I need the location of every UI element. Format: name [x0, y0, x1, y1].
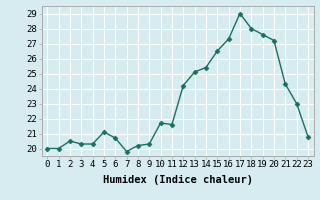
- X-axis label: Humidex (Indice chaleur): Humidex (Indice chaleur): [103, 175, 252, 185]
